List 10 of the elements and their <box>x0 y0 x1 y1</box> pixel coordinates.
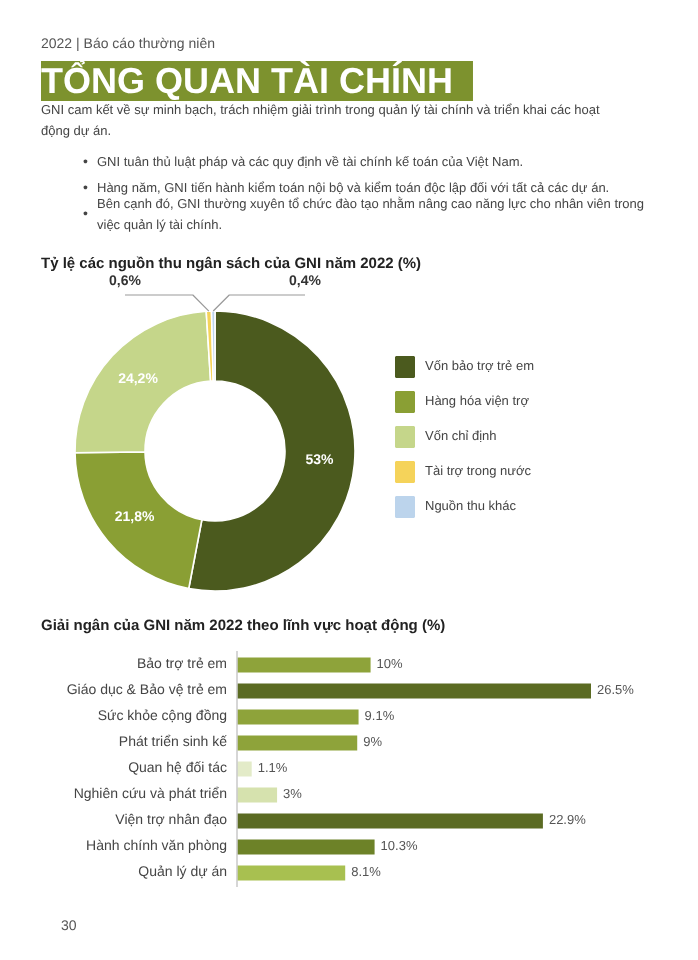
text: TỔNG QUAN TÀI CHÍNH <box>41 59 453 101</box>
bar <box>237 865 346 881</box>
bar <box>237 787 278 803</box>
bar <box>237 761 252 777</box>
bar <box>237 683 591 699</box>
bar <box>237 709 359 725</box>
bar <box>237 657 371 673</box>
bar <box>237 735 358 751</box>
bar <box>237 813 543 829</box>
bar <box>237 839 375 855</box>
